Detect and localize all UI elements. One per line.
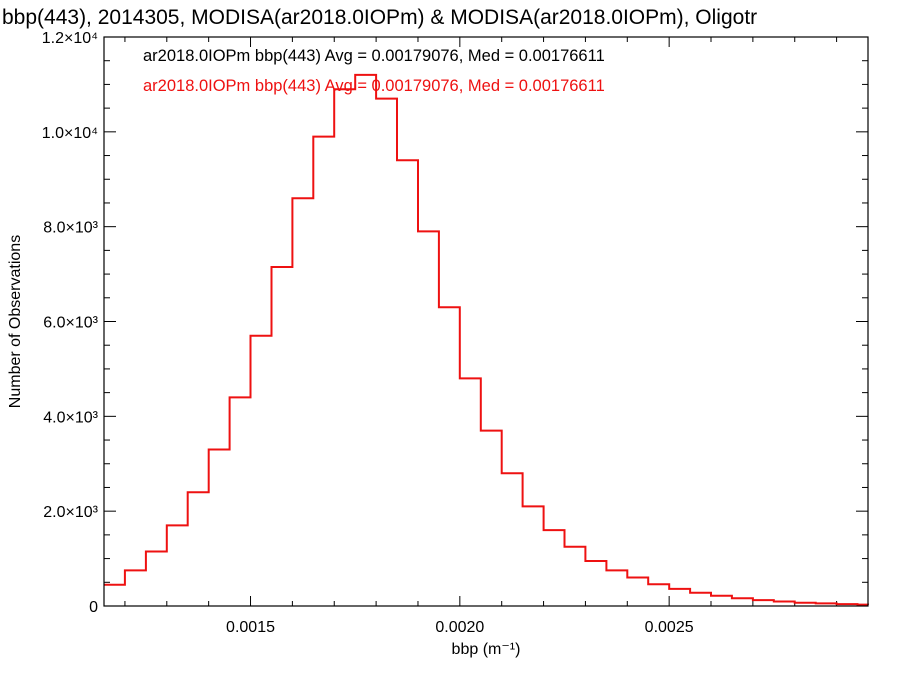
x-axis-label: bbp (m⁻¹) xyxy=(452,641,521,658)
y-tick-label: 2.0×10³ xyxy=(43,504,98,521)
legend-entry: ar2018.0IOPm bbp(443) Avg = 0.00179076, … xyxy=(143,77,605,95)
y-tick-label: 1.0×10⁴ xyxy=(42,125,98,142)
y-tick-label: 8.0×10³ xyxy=(43,220,98,237)
histogram-series xyxy=(104,73,869,606)
x-tick-label: 0.0015 xyxy=(226,619,275,636)
chart-title: bbp(443), 2014305, MODISA(ar2018.0IOPm) … xyxy=(2,6,757,29)
y-tick-label: 1.2×10⁴ xyxy=(42,30,98,47)
plot-frame xyxy=(103,36,869,607)
y-axis-ticks: 0 2.0×10³ 4.0×10³ 6.0×10³ 8.0×10³ 1.0×10⁴ 1.2×… xyxy=(42,30,868,616)
x-tick-label: 0.0025 xyxy=(645,619,694,636)
y-tick-label: 0 xyxy=(89,599,98,616)
y-tick-label: 4.0×10³ xyxy=(43,409,98,426)
legend-entry: ar2018.0IOPm bbp(443) Avg = 0.00179076, … xyxy=(143,47,605,65)
x-axis-ticks: 0.0015 0.0020 0.0025 xyxy=(124,37,838,636)
y-axis-label: Number of Observations xyxy=(7,235,24,408)
legend: ar2018.0IOPm bbp(443) Avg = 0.00179076, … xyxy=(143,47,605,95)
x-tick-label: 0.0020 xyxy=(435,619,484,636)
y-tick-label: 6.0×10³ xyxy=(43,315,98,332)
plot-series xyxy=(103,73,869,606)
